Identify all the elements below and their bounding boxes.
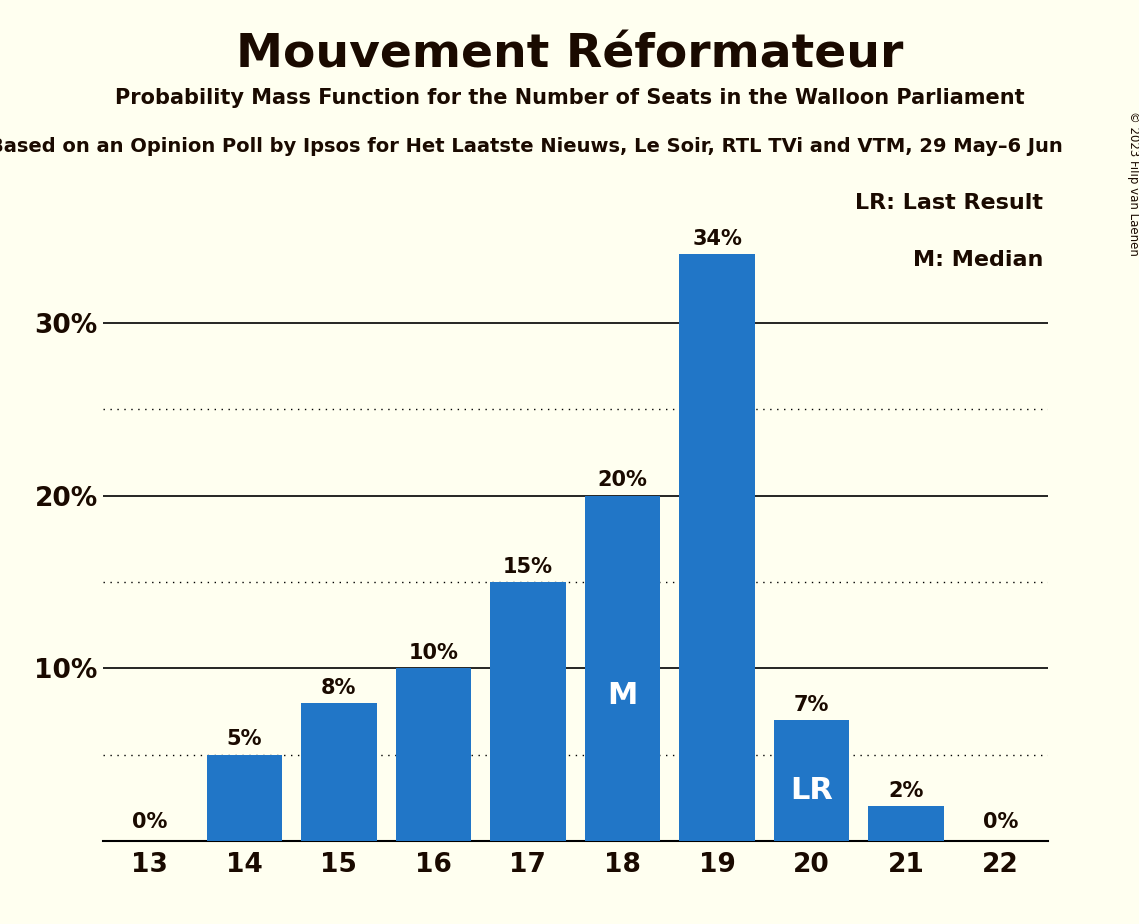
Bar: [206, 755, 282, 841]
Bar: [773, 720, 850, 841]
Bar: [584, 495, 661, 841]
Text: 8%: 8%: [321, 677, 357, 698]
Text: LR: LR: [790, 775, 833, 805]
Text: 20%: 20%: [598, 470, 647, 491]
Bar: [490, 582, 566, 841]
Text: 34%: 34%: [693, 228, 741, 249]
Text: LR: Last Result: LR: Last Result: [855, 193, 1043, 213]
Bar: [301, 703, 377, 841]
Text: Based on an Opinion Poll by Ipsos for Het Laatste Nieuws, Le Soir, RTL TVi and V: Based on an Opinion Poll by Ipsos for He…: [0, 137, 1063, 156]
Text: 5%: 5%: [227, 729, 262, 749]
Text: 0%: 0%: [132, 812, 167, 833]
Text: 15%: 15%: [503, 556, 552, 577]
Text: M: Median: M: Median: [912, 250, 1043, 271]
Text: 0%: 0%: [983, 812, 1018, 833]
Bar: [395, 668, 472, 841]
Bar: [679, 254, 755, 841]
Text: © 2023 Filip van Laenen: © 2023 Filip van Laenen: [1126, 111, 1139, 256]
Text: 7%: 7%: [794, 695, 829, 715]
Text: M: M: [607, 681, 638, 711]
Bar: [868, 807, 944, 841]
Text: 10%: 10%: [409, 643, 458, 663]
Text: Probability Mass Function for the Number of Seats in the Walloon Parliament: Probability Mass Function for the Number…: [115, 88, 1024, 108]
Text: Mouvement Réformateur: Mouvement Réformateur: [236, 32, 903, 78]
Text: 2%: 2%: [888, 781, 924, 801]
